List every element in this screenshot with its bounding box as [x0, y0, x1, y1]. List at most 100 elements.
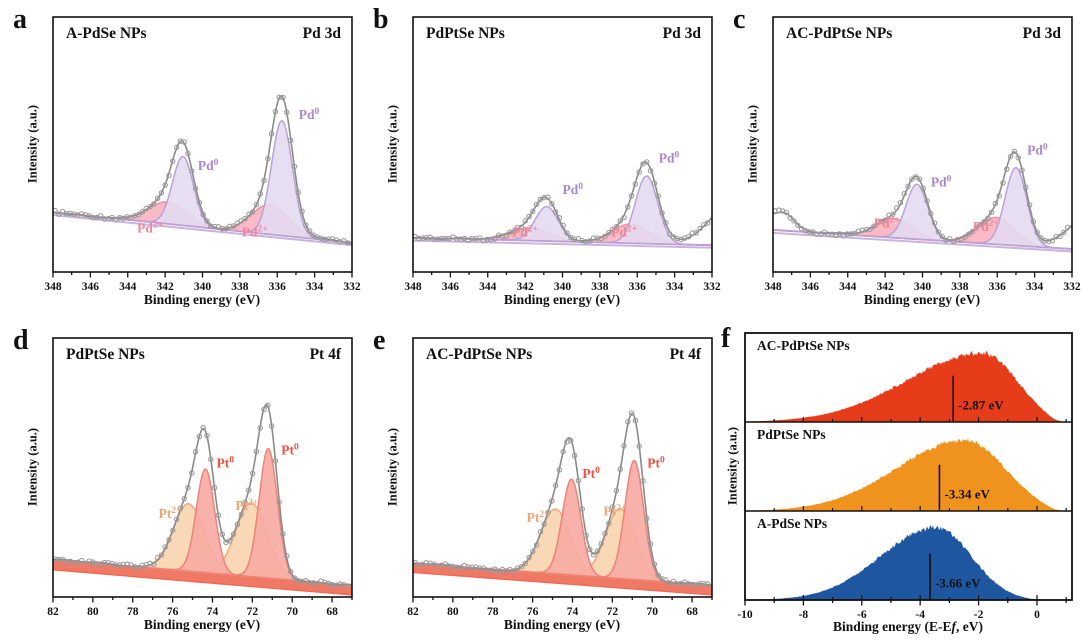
x-tick-label: 80 [87, 606, 99, 618]
data-point [314, 580, 320, 587]
data-point [1019, 167, 1025, 173]
data-point [825, 231, 831, 238]
data-point [556, 467, 563, 473]
data-point [246, 487, 252, 493]
x-tick-label: 338 [591, 281, 609, 293]
data-point [575, 477, 582, 484]
data-point [526, 554, 532, 561]
baseline-underline [773, 231, 1072, 253]
data-point [101, 216, 108, 222]
data-point [173, 144, 180, 151]
x-tick-label: 334 [306, 281, 324, 293]
data-point [442, 235, 449, 242]
data-point [647, 167, 654, 174]
data-point [287, 137, 294, 144]
x-tick-label: 74 [207, 606, 219, 618]
peak-label: Pd2+ [611, 224, 637, 239]
data-point [996, 192, 1002, 199]
component-peak [53, 119, 352, 244]
data-point [924, 198, 930, 204]
data-point [704, 581, 711, 587]
data-point [659, 210, 665, 216]
data-point [94, 561, 100, 567]
data-point [689, 582, 696, 588]
data-point [651, 180, 658, 187]
x-tick-label: 68 [326, 606, 338, 618]
data-point [56, 556, 62, 563]
data-point [147, 203, 153, 210]
data-point [200, 425, 206, 431]
data-point [920, 185, 926, 192]
data-point [53, 207, 58, 214]
sample-title-a: A-PdSe NPs [66, 25, 147, 42]
data-point [568, 437, 574, 444]
data-point [935, 229, 942, 235]
data-point [613, 487, 620, 494]
sample-title-d: PdPtSe NPs [66, 346, 145, 363]
x-tick-label: -8 [799, 609, 809, 621]
data-point [465, 564, 471, 570]
component-peak [773, 166, 1072, 250]
data-point [276, 94, 282, 101]
x-tick-label: 334 [666, 281, 684, 293]
data-point [476, 235, 483, 241]
data-point [238, 511, 244, 518]
spectrum-area [745, 351, 1072, 422]
data-point [663, 220, 669, 226]
data-point [257, 425, 263, 431]
panel-letter-e: e [373, 325, 386, 356]
data-point [590, 235, 597, 241]
data-point [204, 432, 210, 439]
data-point [1007, 153, 1014, 160]
x-tick-label: 346 [82, 281, 100, 293]
x-tick-label: 332 [1063, 281, 1081, 293]
data-point [280, 531, 286, 537]
panel-letter-f: f [721, 323, 731, 354]
energy-marker-label: -2.87 eV [958, 398, 1004, 413]
peak-label: Pd2+ [137, 220, 163, 235]
y-axis-label-d: Intensity (a.u.) [25, 427, 40, 507]
x-tick-label: 82 [47, 606, 59, 618]
x-tick-label: 332 [343, 281, 361, 293]
data-point [685, 233, 692, 240]
region-title-e: Pt 4f [669, 346, 701, 363]
x-tick-label: 76 [167, 606, 179, 618]
x-tick-label: 348 [404, 281, 422, 293]
data-point [344, 240, 351, 246]
data-point [82, 560, 89, 567]
data-point [514, 224, 521, 231]
region-title-a: Pd 3d [302, 25, 341, 42]
data-point [306, 580, 313, 586]
data-point [890, 211, 896, 218]
x-tick-label: 344 [119, 281, 137, 293]
data-point [522, 218, 528, 224]
x-tick-label: 348 [44, 281, 62, 293]
data-point [617, 218, 623, 224]
plot-panel-e: 82 80 78 76 74 72 70 68 Pt0 Pt0 Pt2+ Pt2+ [407, 337, 713, 618]
x-axis-label-f: Binding energy (E-Ef, eV) [833, 619, 983, 635]
data-point [1038, 235, 1044, 241]
data-point [1061, 229, 1067, 236]
data-point [484, 236, 490, 243]
data-point [177, 505, 184, 511]
data-point [63, 210, 70, 217]
x-tick-label: 342 [157, 281, 175, 293]
data-point [1053, 233, 1059, 240]
peak-label: Pt0 [582, 466, 600, 481]
energy-marker-label: -3.34 eV [944, 487, 990, 502]
data-point [602, 233, 608, 240]
data-point [249, 470, 256, 477]
peak-label: Pd2+ [973, 219, 999, 234]
data-point [640, 478, 646, 484]
data-point [625, 419, 631, 425]
data-point [303, 222, 309, 228]
peak-label: Pd2+ [242, 224, 268, 239]
data-point [859, 227, 866, 233]
x-tick-label: 70 [646, 606, 658, 618]
data-point [526, 213, 532, 220]
data-point [549, 200, 555, 207]
data-point [647, 541, 654, 547]
data-point [674, 581, 680, 587]
data-point [882, 217, 888, 223]
data-point [344, 583, 351, 589]
